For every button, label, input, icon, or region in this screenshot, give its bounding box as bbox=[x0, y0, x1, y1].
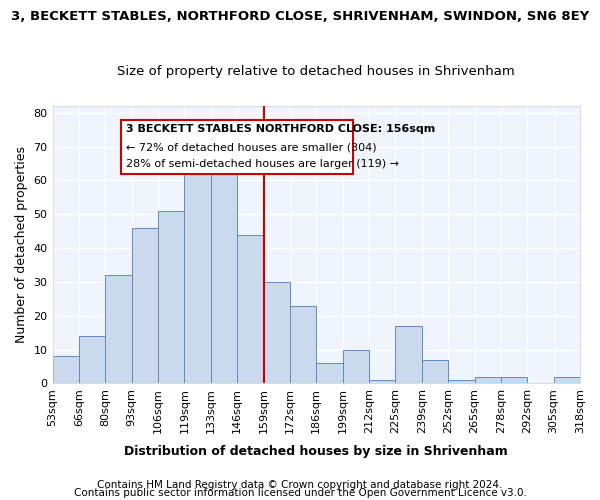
FancyBboxPatch shape bbox=[121, 120, 353, 174]
Bar bbox=[211, 170, 237, 384]
Bar bbox=[105, 275, 131, 384]
Bar bbox=[448, 380, 475, 384]
Bar bbox=[290, 306, 316, 384]
Bar bbox=[475, 376, 501, 384]
Bar bbox=[263, 282, 290, 384]
Bar bbox=[184, 164, 211, 384]
Bar bbox=[369, 380, 395, 384]
Bar bbox=[237, 234, 263, 384]
Bar bbox=[422, 360, 448, 384]
Bar bbox=[158, 211, 184, 384]
Bar bbox=[131, 228, 158, 384]
Bar bbox=[53, 356, 79, 384]
Text: 3, BECKETT STABLES, NORTHFORD CLOSE, SHRIVENHAM, SWINDON, SN6 8EY: 3, BECKETT STABLES, NORTHFORD CLOSE, SHR… bbox=[11, 10, 589, 23]
Text: 3 BECKETT STABLES NORTHFORD CLOSE: 156sqm: 3 BECKETT STABLES NORTHFORD CLOSE: 156sq… bbox=[127, 124, 436, 134]
Bar bbox=[554, 376, 580, 384]
Text: 28% of semi-detached houses are larger (119) →: 28% of semi-detached houses are larger (… bbox=[127, 159, 400, 169]
X-axis label: Distribution of detached houses by size in Shrivenham: Distribution of detached houses by size … bbox=[124, 444, 508, 458]
Text: Contains public sector information licensed under the Open Government Licence v3: Contains public sector information licen… bbox=[74, 488, 526, 498]
Bar bbox=[79, 336, 105, 384]
Bar bbox=[501, 376, 527, 384]
Text: ← 72% of detached houses are smaller (304): ← 72% of detached houses are smaller (30… bbox=[127, 142, 377, 152]
Bar bbox=[316, 363, 343, 384]
Bar bbox=[343, 350, 369, 384]
Title: Size of property relative to detached houses in Shrivenham: Size of property relative to detached ho… bbox=[118, 66, 515, 78]
Bar bbox=[395, 326, 422, 384]
Text: Contains HM Land Registry data © Crown copyright and database right 2024.: Contains HM Land Registry data © Crown c… bbox=[97, 480, 503, 490]
Y-axis label: Number of detached properties: Number of detached properties bbox=[15, 146, 28, 343]
